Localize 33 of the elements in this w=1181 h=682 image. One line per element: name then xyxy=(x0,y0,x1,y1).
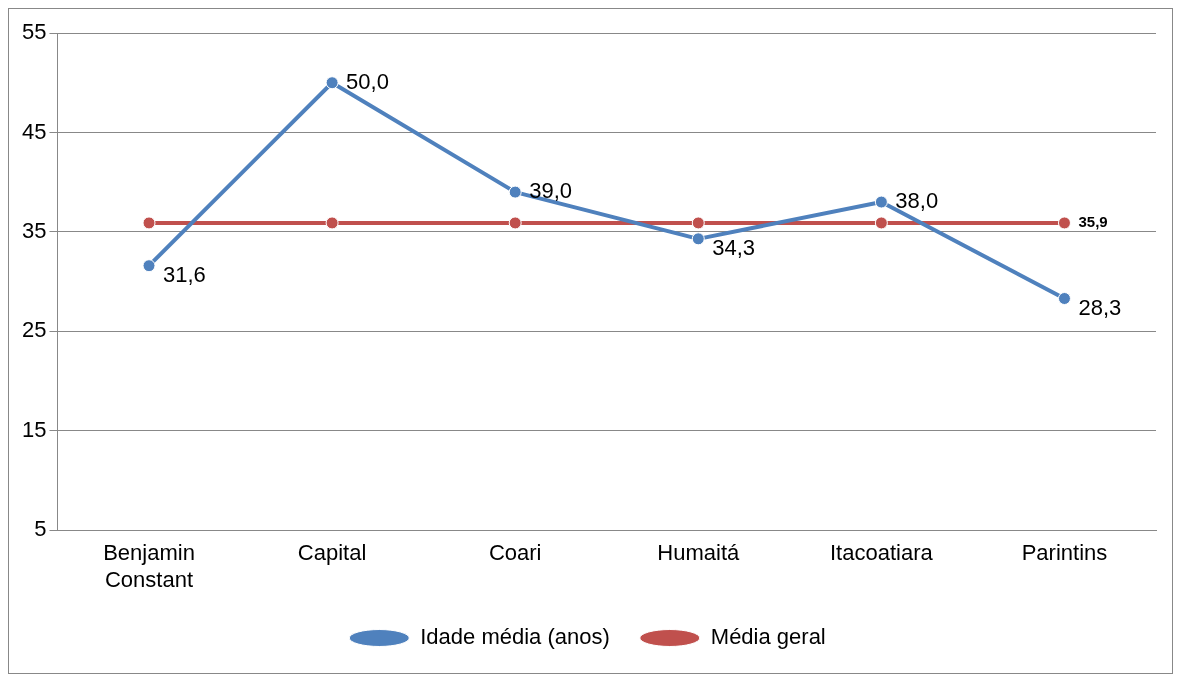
y-tick-label: 15 xyxy=(21,416,47,442)
point xyxy=(325,76,339,90)
point xyxy=(508,216,522,230)
point xyxy=(874,195,888,209)
data-label: 39,0 xyxy=(529,178,573,204)
point xyxy=(325,216,339,230)
x-tick-label: Coari xyxy=(488,540,542,566)
y-tick-label: 25 xyxy=(21,317,47,343)
point xyxy=(691,232,705,246)
data-label: 28,3 xyxy=(1078,294,1122,320)
y-tick-label: 45 xyxy=(21,118,47,144)
x-tick-label: Capital xyxy=(297,540,367,566)
x-tick-label: Humaitá xyxy=(657,540,740,566)
data-label: 50,0 xyxy=(346,68,389,94)
point xyxy=(691,216,705,230)
y-tick-label: 35 xyxy=(21,217,47,243)
data-label: 35,9 xyxy=(1078,213,1108,231)
legend-label: Média geral xyxy=(710,624,826,650)
point xyxy=(1057,216,1071,230)
x-tick-label: Itacoatiara xyxy=(830,540,934,566)
x-tick-label: Benjamin Constant xyxy=(103,540,195,592)
point xyxy=(142,259,156,273)
y-tick-label: 5 xyxy=(34,516,47,542)
data-label: 31,6 xyxy=(163,261,206,287)
legend-label: Idade média (anos) xyxy=(420,624,610,650)
point xyxy=(874,216,888,230)
data-label: 34,3 xyxy=(712,234,756,260)
data-label: 38,0 xyxy=(895,188,939,214)
y-tick-label: 55 xyxy=(21,19,47,45)
x-tick-label: Parintins xyxy=(1021,540,1108,566)
point xyxy=(508,185,522,199)
point xyxy=(1057,292,1071,306)
point xyxy=(142,216,156,230)
